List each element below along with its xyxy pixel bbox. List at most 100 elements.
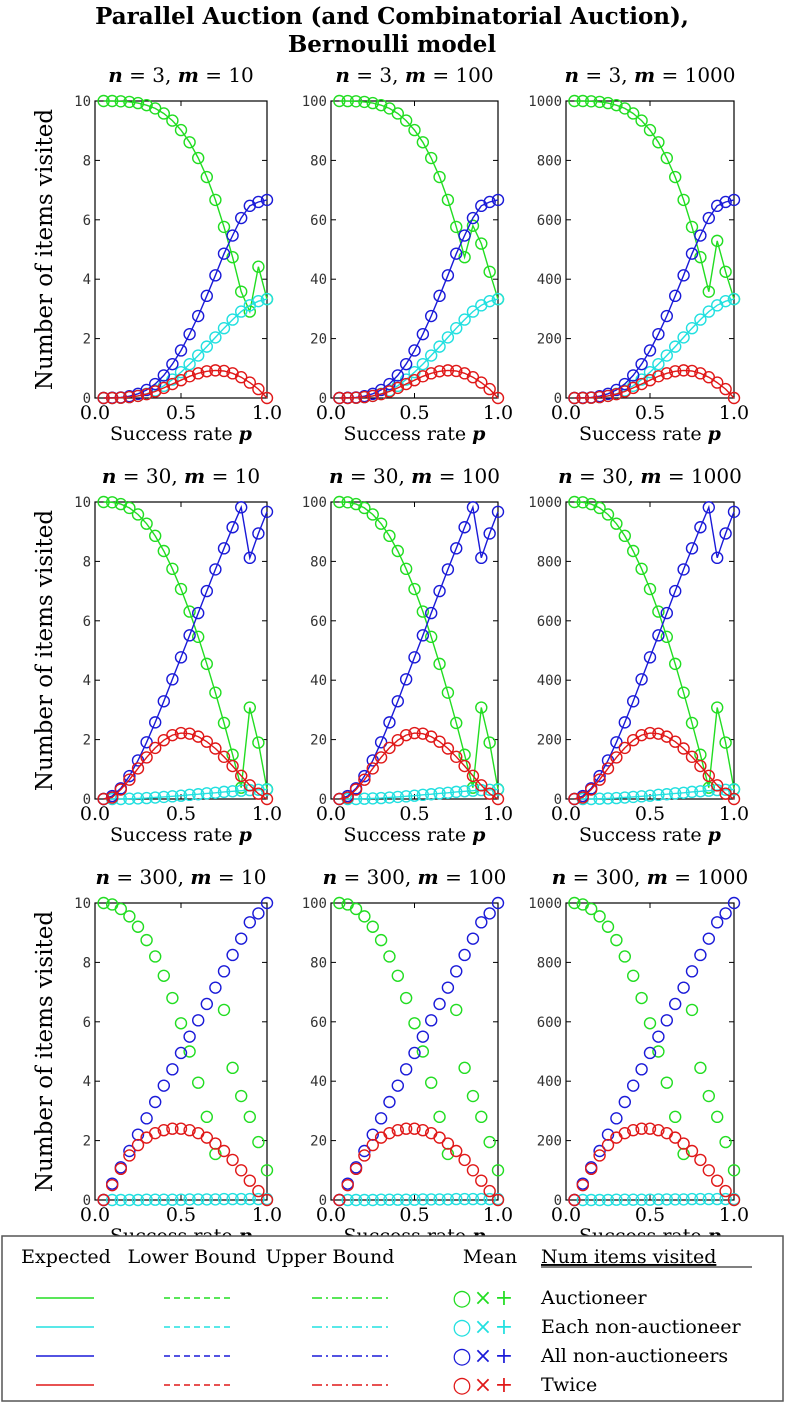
data-point-twice: [475, 1174, 488, 1187]
y-tick-label: 200: [537, 733, 562, 749]
data-point-twice: [652, 370, 665, 383]
data-point-twice: [217, 1144, 231, 1158]
data-point-all: [677, 981, 690, 994]
legend-label-each: Each non-auctioneer: [541, 1316, 742, 1338]
data-point-all: [209, 563, 222, 576]
data-point-auctioneer: [593, 501, 606, 515]
data-point-all: [727, 896, 741, 910]
data-point-twice: [593, 390, 606, 404]
chart-subtitle: Bernoulli model: [288, 31, 497, 58]
data-point-all: [157, 369, 171, 382]
data-point-twice: [466, 769, 480, 783]
data-point-twice: [643, 1122, 657, 1135]
x-axis-label: Success rate p: [344, 423, 487, 445]
y-tick-label: 8: [83, 955, 91, 971]
data-point-twice: [694, 1153, 707, 1167]
data-point-auctioneer: [677, 686, 690, 699]
data-point-auctioneer: [243, 1110, 257, 1124]
series-each: [97, 783, 274, 806]
data-point-each: [635, 1193, 648, 1206]
y-tick-label: 80: [310, 153, 327, 169]
series-auctioneer: [333, 896, 505, 1177]
series-line-all: [103, 504, 268, 800]
data-point-all: [148, 1095, 162, 1109]
data-point-each: [217, 785, 231, 799]
data-point-each: [458, 785, 471, 798]
data-point-auctioneer: [366, 96, 379, 110]
data-point-all: [610, 736, 623, 749]
data-point-each: [260, 292, 274, 306]
data-point-each: [425, 788, 438, 801]
data-point-each: [685, 785, 699, 799]
data-point-auctioneer: [226, 251, 239, 264]
panel-n30-m1000: n = 30, m = 1000 0 200 400 600 800 1000 0.0 0.5 1…: [528, 464, 749, 846]
data-point-all: [491, 505, 505, 519]
data-point-all: [702, 501, 715, 514]
data-point-auctioneer: [408, 123, 421, 137]
data-point-all: [200, 997, 214, 1011]
series-all: [568, 193, 741, 405]
x-tick-label: 0.5: [635, 1204, 665, 1226]
data-point-twice: [399, 1122, 413, 1135]
data-point-all: [252, 907, 265, 920]
data-point-each: [450, 322, 463, 335]
data-point-each: [183, 788, 196, 802]
data-point-twice: [576, 1178, 589, 1192]
data-point-twice: [349, 1162, 363, 1176]
data-point-auctioneer: [593, 95, 606, 109]
data-point-each: [358, 1193, 371, 1207]
panel-n3-m1000: n = 3, m = 1000 0 200 400 600 800 1000 0.0 0.5 1.…: [528, 63, 749, 445]
y-tick-label: 8: [83, 554, 91, 570]
data-point-all: [635, 1063, 648, 1076]
y-tick-label: 0: [319, 391, 327, 407]
data-point-auctioneer: [660, 630, 673, 644]
data-point-auctioneer: [174, 123, 188, 137]
data-point-each: [694, 785, 707, 798]
data-point-all: [383, 716, 396, 729]
data-point-each: [702, 1192, 715, 1206]
data-point-each: [349, 1193, 363, 1207]
series-line-all: [339, 199, 499, 399]
panel-title-n-var: n: [102, 464, 117, 488]
x-tick-label: 1.0: [719, 1204, 749, 1226]
panel-title-m-var: m: [418, 865, 439, 889]
data-point-auctioneer: [408, 1017, 421, 1030]
data-point-all: [234, 211, 248, 225]
x-tick-label: 0.0: [80, 803, 110, 825]
data-point-all: [466, 211, 480, 225]
y-tick-label: 600: [537, 614, 562, 630]
data-point-twice: [711, 376, 724, 389]
data-point-each: [366, 792, 379, 805]
x-tick-label: 0.5: [399, 803, 429, 825]
data-point-each: [694, 313, 707, 326]
data-point-twice: [157, 1124, 171, 1137]
plot-frame: [94, 902, 268, 1201]
data-point-auctioneer: [200, 170, 214, 184]
data-point-twice: [383, 385, 396, 398]
data-point-all: [441, 269, 455, 282]
x-tick-label: 0.0: [316, 402, 346, 424]
data-point-auctioneer: [450, 1003, 463, 1017]
data-point-twice: [491, 792, 505, 806]
data-point-auctioneer: [618, 950, 631, 963]
data-point-auctioneer: [635, 562, 648, 576]
data-point-auctioneer: [391, 969, 404, 982]
y-tick-label: 100: [302, 495, 327, 511]
data-point-auctioneer: [483, 265, 496, 278]
data-point-all: [399, 673, 413, 686]
plot-frame: [330, 902, 499, 1201]
data-point-auctioneer: [491, 1164, 505, 1177]
data-point-each: [441, 331, 455, 344]
x-axis-label-text: Success rate: [344, 824, 473, 846]
y-tick-label: 4: [83, 673, 91, 689]
data-point-twice: [635, 728, 648, 742]
data-point-all: [140, 383, 153, 397]
data-point-twice: [399, 377, 413, 391]
data-point-twice: [114, 1162, 128, 1176]
y-tick-label: 0: [319, 1193, 327, 1209]
chart-title: Parallel Auction (and Combinatorial Auct…: [95, 3, 689, 30]
data-point-auctioneer: [191, 630, 205, 644]
data-point-auctioneer: [458, 1061, 471, 1075]
